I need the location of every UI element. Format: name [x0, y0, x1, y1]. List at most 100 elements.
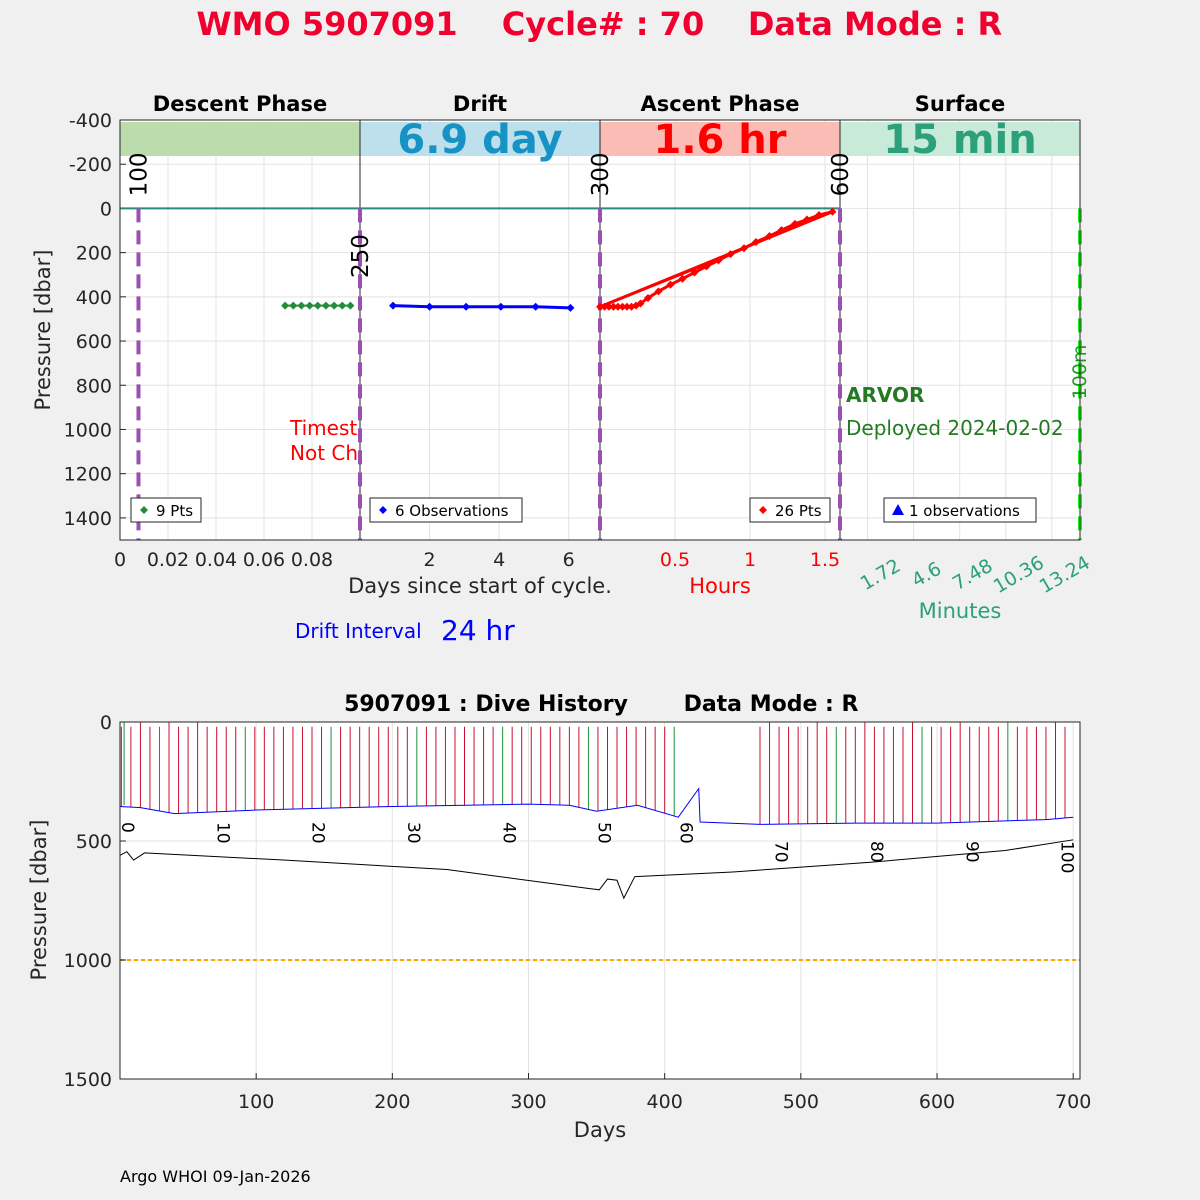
history-x-tick-label: 400: [647, 1091, 683, 1113]
profile-series: [281, 207, 837, 312]
ascent-point: [777, 226, 786, 235]
band-descent: [120, 122, 360, 156]
history-park-line: [119, 839, 1074, 900]
surface-x-tick-label: 10.36: [990, 552, 1048, 598]
phase-labels: Descent Phase Drift Ascent Phase Surface: [153, 92, 1005, 116]
descent-x-tick-label: 0.02: [147, 549, 189, 571]
top-y-tick-label: 1000: [64, 419, 112, 441]
legend-descent-text: 9 Pts: [156, 502, 193, 520]
surface-x-tick-label: 4.6: [908, 558, 945, 592]
ascent-point: [791, 219, 799, 228]
history-cycle-label: 100: [1057, 841, 1077, 873]
top-y-tick-label: -400: [69, 110, 112, 132]
drift-point: [425, 302, 434, 311]
drift-x-tick-label: 6: [563, 549, 575, 571]
band-surface: [840, 122, 1080, 156]
descent-x-tick-label: 0.04: [195, 549, 237, 571]
legend-drift-marker: [379, 506, 387, 514]
phase-duration-bands: 6.9 day 1.6 hr 15 min: [120, 117, 1080, 540]
top-y-tick-label: 200: [76, 243, 112, 265]
ascent-point: [596, 302, 604, 311]
ascent-point: [605, 302, 613, 311]
ascent-point: [815, 211, 823, 220]
history-x-label: Days: [574, 1118, 626, 1142]
history-cycle-label: 30: [403, 822, 423, 844]
ascent-point: [678, 274, 687, 283]
legend-surface-marker: [892, 504, 904, 515]
band-drift: [360, 122, 600, 156]
legend-surface-box: [883, 497, 1037, 523]
history-y-tick-label: 500: [76, 831, 112, 853]
ascent-point: [740, 244, 748, 253]
history-x-tick-label: 700: [1055, 1091, 1091, 1113]
top-y-tick-label: 600: [76, 331, 112, 353]
top-y-tick-label: 1200: [64, 464, 112, 486]
drift-point: [462, 302, 471, 311]
ascent-x-tick-label: 1: [744, 549, 756, 571]
ascent-point: [600, 302, 609, 311]
history-cycle-label: 50: [594, 822, 614, 844]
top-y-tick-label: -200: [69, 154, 112, 176]
ascent-point: [828, 207, 837, 216]
history-y-tick-label: 0: [100, 712, 112, 734]
ascent-x-tick-label: 1.5: [810, 549, 840, 571]
figure-title-wmo: WMO 5907091: [196, 5, 457, 43]
cycle-profile-plot: 6.9 day 1.6 hr 15 min Descent Phase Drift As…: [31, 92, 1094, 623]
float-type-label: ARVOR: [846, 383, 924, 407]
descent-point: [281, 301, 290, 310]
descent-point: [305, 301, 314, 310]
history-y-tick-label: 1500: [64, 1069, 112, 1091]
figure-title-mode: Data Mode : R: [748, 5, 1002, 43]
band-ascent: [600, 122, 840, 156]
history-x-tick-label: 200: [374, 1091, 410, 1113]
surface-x-tick-label: 7.48: [949, 555, 997, 595]
ascent-point: [618, 302, 627, 311]
descent-x-tick-label: 0.08: [291, 549, 333, 571]
descent-point: [330, 301, 339, 310]
history-x-tick-label: 500: [783, 1091, 819, 1113]
top-y-tick-label: 800: [76, 375, 112, 397]
history-series: [119, 722, 1080, 961]
legend-ascent-marker: [759, 506, 767, 514]
timestamp-note-line1: Timest: [289, 416, 357, 440]
top-y-axis: -400 -200 0 200 400 600 800 1000 1200 1400 Pressur…: [31, 110, 840, 530]
drift-point: [531, 302, 540, 311]
vertical-marker-label: 100: [126, 153, 152, 197]
history-cycle-label: 20: [308, 822, 328, 844]
deployment-date-label: Deployed 2024-02-02: [846, 416, 1064, 440]
history-plot-background: [120, 722, 1080, 1079]
top-y-tick-label: 1400: [64, 508, 112, 530]
phase-label-descent: Descent Phase: [153, 92, 327, 116]
ascent-x-label: Hours: [689, 574, 751, 598]
descent-point: [313, 301, 322, 310]
drift-interval-label: Drift Interval: [295, 619, 422, 643]
history-cycle-label: 70: [771, 841, 791, 863]
band-value-surface: 15 min: [883, 117, 1036, 163]
history-cycle-label: 80: [866, 841, 886, 863]
surface-x-label: Minutes: [919, 599, 1002, 623]
descent-x-tick-label: 0: [114, 549, 126, 571]
history-cycle-labels: 0 10 20 30 40 50 60 70 80 90 100: [117, 822, 1077, 873]
history-x-tick-label: 300: [510, 1091, 546, 1113]
ascent-point: [636, 299, 645, 308]
phase-label-drift: Drift: [453, 92, 507, 116]
history-x-tick-label: 100: [238, 1091, 274, 1113]
ascent-point: [609, 302, 618, 311]
top-x-axes: 0 0.02 0.04 0.06 0.08 2 4 6 0.5 1 1.5 1.72 4.6 7.4810…: [114, 549, 1094, 623]
band-value-drift: 6.9 day: [397, 117, 562, 163]
history-cycle-label: 40: [498, 822, 518, 844]
ascent-point: [726, 250, 735, 259]
history-y-label: Pressure [dbar]: [27, 820, 51, 981]
legend-ascent-text: 26 Pts: [775, 502, 822, 520]
top-plot-border: [119, 119, 1081, 541]
legend-surface-text: 1 observations: [909, 502, 1020, 520]
descent-point: [338, 301, 347, 310]
descent-point: [346, 301, 355, 310]
ascent-point: [690, 268, 699, 277]
ascent-point: [614, 302, 622, 311]
history-y-tick-label: 1000: [64, 950, 112, 972]
history-title-right: Data Mode : R: [684, 692, 859, 717]
history-drift-line: [119, 787, 1074, 825]
